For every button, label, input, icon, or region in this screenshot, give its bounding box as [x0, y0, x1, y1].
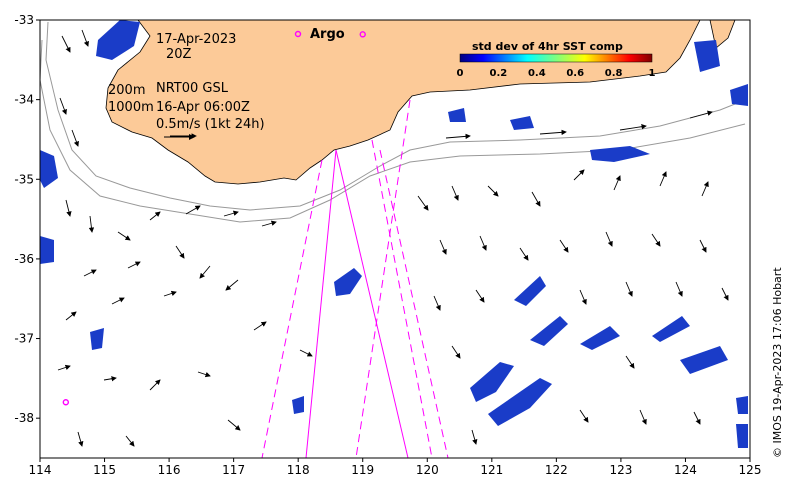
- x-tick-label: 116: [158, 463, 181, 477]
- x-tick-label: 124: [674, 463, 697, 477]
- colorbar-tick-label: 0.6: [566, 68, 584, 79]
- colorbar-tick-label: 0.8: [605, 68, 623, 79]
- annotation-product: NRT00 GSL: [156, 81, 229, 96]
- y-tick-label: -33: [14, 13, 34, 27]
- colorbar-tick-label: 0.2: [490, 68, 508, 79]
- colorbar-ticks: 0 0.2 0.4 0.6 0.8 1: [457, 68, 656, 79]
- y-tick-label: -34: [14, 93, 34, 107]
- y-tick-label: -35: [14, 172, 34, 186]
- x-tick-label: 119: [351, 463, 374, 477]
- annotation-time: 20Z: [166, 47, 192, 62]
- satellite-tracks: [261, 99, 449, 458]
- y-tick-label: -37: [14, 332, 34, 346]
- annotation-depth-1000: 1000m: [108, 100, 154, 115]
- annotation-scale: 0.5m/s (1kt 24h): [156, 117, 265, 132]
- sst-stddev-patches: [40, 20, 748, 448]
- plot-frame: [39, 19, 751, 459]
- credit-text: © IMOS 19-Apr-2023 17:06 Hobart: [771, 267, 784, 458]
- annotation-date: 17-Apr-2023: [156, 32, 236, 47]
- argo-float-marker: [62, 399, 70, 406]
- x-tick-label: 117: [222, 463, 245, 477]
- x-tick-label: 121: [480, 463, 503, 477]
- x-tick-label: 114: [29, 463, 52, 477]
- y-tick-label: -38: [14, 411, 34, 425]
- colorbar-gradient: [459, 53, 653, 63]
- contour-1000m: [40, 39, 746, 223]
- annotation-product-time: 16-Apr 06:00Z: [156, 100, 250, 115]
- land-mass-east: [709, 20, 736, 49]
- current-vectors: [57, 29, 729, 447]
- argo-floats: [62, 31, 366, 406]
- x-tick-label: 123: [609, 463, 632, 477]
- argo-legend-marker: [294, 30, 302, 38]
- contour-200m: [45, 21, 746, 211]
- colorbar-title: std dev of 4hr SST comp: [472, 40, 623, 53]
- x-tick-label: 118: [287, 463, 310, 477]
- x-tick-label: 120: [416, 463, 439, 477]
- x-tick-label: 125: [739, 463, 762, 477]
- x-tick-label: 115: [93, 463, 116, 477]
- y-tick-label: -36: [14, 252, 34, 266]
- colorbar-tick-label: 0: [457, 68, 464, 79]
- x-axis: 114 115 116 117 118 119 120 121 122 123 124 125: [29, 458, 762, 477]
- x-tick-label: 122: [545, 463, 568, 477]
- colorbar-tick-label: 1: [649, 68, 656, 79]
- argo-legend-label: Argo: [310, 27, 345, 42]
- colorbar-tick-label: 0.4: [528, 68, 546, 79]
- y-axis: -33 -34 -35 -36 -37 -38: [14, 13, 40, 425]
- argo-float-marker: [359, 31, 366, 38]
- annotation-depth-200: 200m: [108, 83, 145, 98]
